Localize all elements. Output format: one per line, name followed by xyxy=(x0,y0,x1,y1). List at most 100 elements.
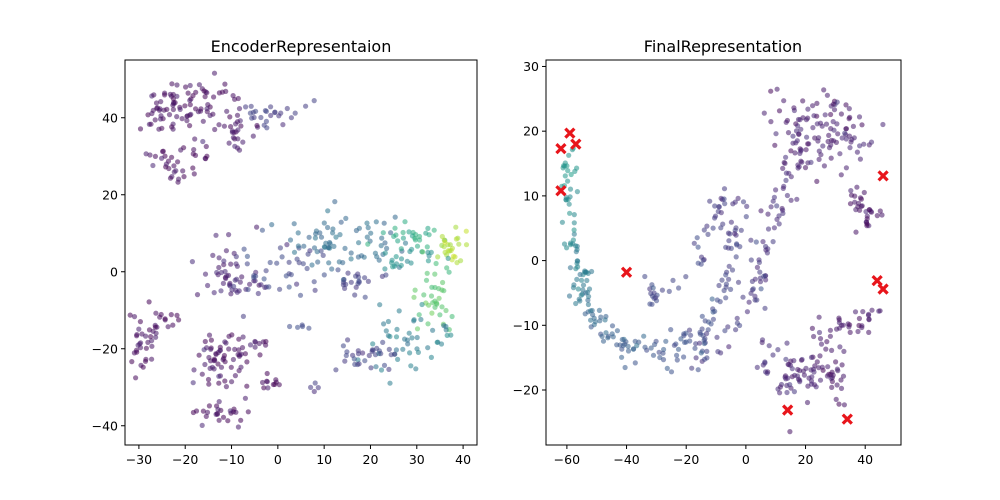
scatter-point xyxy=(389,257,395,263)
scatter-point xyxy=(210,252,216,258)
scatter-point xyxy=(425,225,431,231)
scatter-point xyxy=(421,292,427,298)
scatter-point xyxy=(565,168,571,174)
scatter-point xyxy=(306,234,312,240)
x-tick-label: 20 xyxy=(798,452,814,467)
scatter-point xyxy=(158,113,164,119)
scatter-point xyxy=(868,139,875,145)
scatter-point xyxy=(765,211,771,217)
scatter-point xyxy=(436,295,442,301)
scatter-point xyxy=(857,195,864,201)
scatter-point xyxy=(425,258,431,264)
y-tick-label: −40 xyxy=(92,418,118,433)
scatter-point xyxy=(261,276,267,282)
scatter-point xyxy=(691,240,697,246)
scatter-point xyxy=(331,243,337,249)
scatter-point xyxy=(342,358,348,364)
scatter-point xyxy=(447,242,453,248)
scatter-point xyxy=(841,402,848,408)
scatter-point xyxy=(762,305,768,311)
scatter-point xyxy=(338,219,344,225)
scatter-point xyxy=(305,251,311,257)
scatter-point xyxy=(356,279,362,285)
scatter-point xyxy=(431,227,437,233)
scatter-point xyxy=(445,255,451,261)
scatter-point xyxy=(312,235,318,241)
scatter-point xyxy=(351,356,357,362)
scatter-point xyxy=(425,249,431,256)
scatter-point xyxy=(301,243,307,249)
scatter-point xyxy=(748,290,754,296)
scatter-point xyxy=(236,106,243,112)
scatter-point xyxy=(404,337,411,343)
scatter-point xyxy=(196,82,202,88)
scatter-point xyxy=(805,106,811,112)
scatter-point xyxy=(709,296,715,302)
scatter-point xyxy=(170,126,176,132)
scatter-point xyxy=(226,282,233,288)
x-tick-label: −30 xyxy=(126,452,152,467)
scatter-point xyxy=(775,347,781,353)
scatter-point xyxy=(701,227,707,233)
scatter-point xyxy=(790,133,796,139)
scatter-point xyxy=(335,267,341,273)
scatter-point xyxy=(216,417,222,423)
scatter-point xyxy=(386,346,392,352)
scatter-point xyxy=(785,130,792,136)
scatter-point xyxy=(312,287,318,293)
scatter-point xyxy=(721,287,727,294)
scatter-point xyxy=(149,110,155,117)
scatter-point xyxy=(571,212,577,218)
scatter-point xyxy=(137,126,144,132)
scatter-point xyxy=(348,279,354,285)
scatter-point xyxy=(333,234,339,240)
scatter-point xyxy=(715,349,721,355)
scatter-point xyxy=(791,358,797,364)
scatter-point xyxy=(379,235,385,241)
scatter-point xyxy=(866,329,872,335)
scatter-point xyxy=(182,103,188,109)
scatter-point xyxy=(791,389,798,395)
scatter-point xyxy=(810,125,816,131)
scatter-point xyxy=(650,285,656,291)
scatter-point xyxy=(823,121,830,127)
scatter-point xyxy=(242,351,248,357)
scatter-point xyxy=(206,332,213,338)
scatter-point xyxy=(304,265,310,272)
scatter-point xyxy=(179,116,185,122)
scatter-point xyxy=(795,376,802,382)
x-tick-label: −10 xyxy=(218,452,244,467)
scatter-point xyxy=(345,337,351,343)
scatter-point xyxy=(750,286,756,292)
scatter-point xyxy=(695,244,701,250)
scatter-point xyxy=(710,225,716,231)
scatter-point xyxy=(381,321,387,327)
y-tick-label: 30 xyxy=(523,59,539,74)
scatter-point xyxy=(156,107,163,113)
scatter-point xyxy=(224,108,230,114)
scatter-point xyxy=(732,231,738,237)
scatter-point xyxy=(259,227,265,233)
scatter-point xyxy=(337,232,343,238)
scatter-point xyxy=(719,277,725,283)
scatter-point xyxy=(256,340,262,347)
scatter-point xyxy=(789,374,795,380)
scatter-point xyxy=(857,143,863,149)
y-tick-label: 20 xyxy=(102,187,118,202)
scatter-point xyxy=(619,346,625,352)
scatter-point xyxy=(159,125,165,131)
scatter-point xyxy=(153,334,159,340)
scatter-point xyxy=(814,121,820,127)
scatter-point xyxy=(235,424,241,430)
scatter-point xyxy=(192,136,198,142)
scatter-point xyxy=(840,322,846,328)
y-tick-label: 10 xyxy=(523,188,539,203)
scatter-point xyxy=(191,147,197,153)
scatter-point xyxy=(843,102,849,108)
scatter-point xyxy=(340,343,346,349)
scatter-point xyxy=(437,312,443,318)
scatter-point xyxy=(236,368,242,374)
scatter-point xyxy=(833,396,839,402)
scatter-point xyxy=(181,174,187,180)
scatter-point xyxy=(234,119,241,125)
